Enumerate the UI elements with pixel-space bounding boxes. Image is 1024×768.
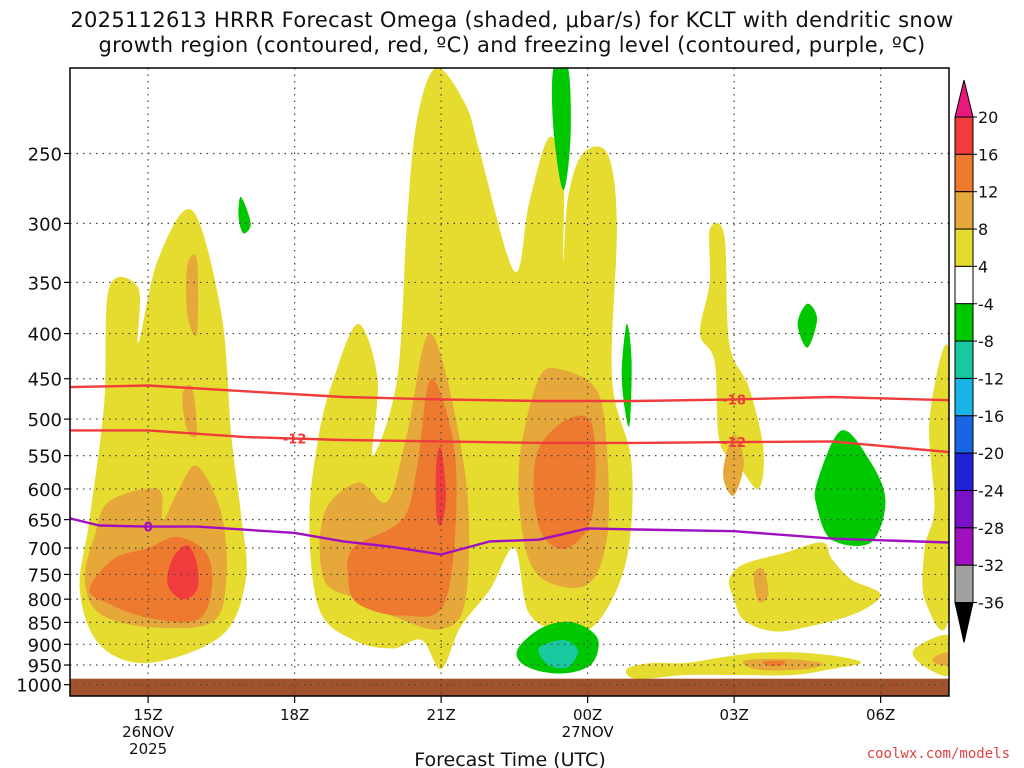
colorbar-cell: [954, 452, 974, 491]
colorbar-cell: [954, 303, 974, 342]
colorbar-label: 4: [978, 257, 988, 276]
x-tick-label: 27NOV: [562, 723, 615, 741]
y-tick-label: 950: [28, 656, 62, 677]
omega-region-descent-25: [797, 303, 818, 348]
omega-region-descent-23: [238, 196, 251, 234]
y-tick-label: 500: [28, 410, 62, 431]
colorbar-label: 16: [978, 145, 998, 164]
omega-region-max-20: [167, 545, 199, 600]
omega-region-medium-13: [753, 567, 769, 603]
colorbar-label: -28: [978, 519, 1004, 538]
colorbar-cell: [954, 340, 974, 379]
y-tick-label: 250: [28, 144, 62, 165]
omega-region-max-21: [435, 446, 446, 527]
omega-region-medium-12: [723, 434, 744, 496]
y-tick-label: 400: [28, 325, 62, 346]
colorbar-cell: [954, 564, 974, 604]
y-tick-label: 350: [28, 273, 62, 294]
colorbar-cell: [954, 265, 974, 305]
y-tick-label: 700: [28, 539, 62, 560]
y-tick-label: 300: [28, 214, 62, 235]
isotherm-label--12: -12: [722, 436, 746, 451]
omega-region-light-6: [912, 634, 949, 676]
isotherm-label--12: -12: [283, 433, 307, 448]
omega-region-medium-8: [186, 254, 199, 337]
y-tick-label: 600: [28, 480, 62, 501]
x-tick-label: 15Z: [133, 706, 162, 724]
plot-frame: [69, 67, 950, 697]
omega-region-light-4: [625, 652, 862, 680]
colorbar-cell: [954, 191, 974, 230]
chart-title-line-1: 2025112613 HRRR Forecast Omega (shaded, …: [70, 8, 954, 32]
omega-region-descent-26: [814, 430, 886, 546]
omega-region-strong-17: [347, 378, 457, 617]
isotherm-label-0: 0: [144, 521, 153, 536]
chart-title-line-2: growth region (contoured, red, ºC) and f…: [98, 33, 926, 57]
colorbar-label: -32: [978, 556, 1004, 575]
isotherm-label--18: -18: [722, 393, 746, 408]
y-tick-label: 450: [28, 370, 62, 391]
omega-region-light-2: [699, 222, 764, 490]
ground-layer: [70, 678, 949, 696]
y-tick-label: 800: [28, 590, 62, 611]
omega-region-medium-15: [932, 652, 949, 666]
colorbar-label: -8: [978, 332, 994, 351]
y-tick-label: 650: [28, 511, 62, 532]
colorbar-top-arrow: [954, 79, 974, 118]
x-tick-label: 00Z: [573, 706, 602, 724]
x-tick-label: 18Z: [280, 706, 309, 724]
colorbar-label: 20: [978, 108, 998, 127]
x-axis-label: Forecast Time (UTC): [414, 749, 605, 768]
colorbar-label: 12: [978, 183, 998, 202]
colorbar-cell: [954, 228, 974, 267]
colorbar-label: -24: [978, 482, 1004, 501]
x-tick-label: 26NOV: [122, 723, 175, 741]
x-tick-label: 06Z: [866, 706, 895, 724]
isotherm-contours: 0 -12 -12 -18: [70, 384, 949, 556]
x-tick-label: 03Z: [719, 706, 748, 724]
y-axis: 2503003504004505005506006507007508008509…: [16, 144, 70, 697]
colorbar-label: -20: [978, 444, 1004, 463]
colorbar-cell: [954, 415, 974, 454]
colorbar-label: -12: [978, 369, 1004, 388]
omega-region-descent-22: [551, 68, 571, 191]
y-tick-label: 1000: [16, 676, 62, 697]
omega-region-strong-18: [533, 415, 596, 550]
y-tick-label: 900: [28, 635, 62, 656]
y-tick-label: 850: [28, 613, 62, 634]
site-credit: coolwx.com/models: [866, 746, 1010, 762]
colorbar-cell: [954, 490, 974, 529]
isotherm-line-0: [70, 517, 949, 556]
isotherm-line--12: [70, 429, 949, 454]
colorbar-cell: [954, 377, 974, 417]
colorbar-cell: [954, 527, 974, 566]
colorbar: 20 16 12 8 4 -4 -8 -12 -16 -20 -24 -28 -32 -36: [954, 79, 1004, 643]
colorbar-cell: [954, 116, 974, 155]
omega-region-medium-9: [182, 384, 198, 438]
colorbar-label: -36: [978, 594, 1004, 613]
colorbar-cell: [954, 153, 974, 193]
colorbar-label: 8: [978, 220, 988, 239]
colorbar-label: -16: [978, 407, 1004, 426]
y-tick-label: 550: [28, 447, 62, 468]
ground-below-surface: [70, 678, 949, 696]
isotherm-line--18: [70, 384, 949, 403]
omega-region-strong_descent-28: [538, 639, 578, 669]
y-tick-label: 750: [28, 565, 62, 586]
x-tick-label: 2025: [129, 740, 167, 758]
omega-shading: [79, 68, 949, 680]
gridlines: [70, 68, 949, 696]
x-tick-label: 21Z: [426, 706, 455, 724]
omega-region-light-5: [922, 344, 949, 631]
colorbar-bottom-arrow: [954, 602, 974, 643]
omega-region-light-3: [728, 542, 881, 632]
colorbar-label: -4: [978, 295, 994, 314]
